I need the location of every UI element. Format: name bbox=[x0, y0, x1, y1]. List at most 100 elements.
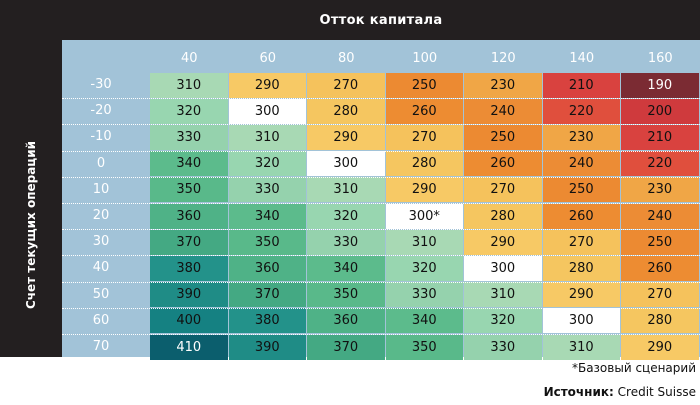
heatmap-cell: 350 bbox=[228, 229, 306, 255]
heatmap-cell: 350 bbox=[307, 282, 385, 308]
chart-title: Отток капитала bbox=[62, 0, 700, 40]
heatmap-cell: 310 bbox=[464, 282, 542, 308]
heatmap-cell: 380 bbox=[150, 256, 228, 281]
heatmap-cell: 220 bbox=[621, 151, 699, 177]
heatmap: 40 60 80 100 120 140 160 -30 310 290 270 250 230 210 1… bbox=[62, 40, 700, 360]
x-tick-label: 160 bbox=[647, 51, 673, 66]
heatmap-cell: 320 bbox=[464, 308, 542, 334]
row-separator bbox=[62, 124, 700, 126]
heatmap-cell: 250 bbox=[464, 125, 542, 150]
y-tick-label: 50 bbox=[92, 286, 110, 302]
y-tick-label: -10 bbox=[90, 129, 112, 145]
heatmap-cell: 280 bbox=[621, 308, 699, 334]
row-separator bbox=[62, 255, 700, 257]
heatmap-cell: 270 bbox=[621, 282, 699, 308]
heatmap-cell: 410 bbox=[150, 334, 228, 360]
heatmap-cell: 340 bbox=[228, 203, 306, 229]
heatmap-cell: 240 bbox=[464, 98, 542, 124]
heatmap-cell: 390 bbox=[228, 334, 306, 360]
source-label: Источник: bbox=[543, 385, 614, 399]
heatmap-cell: 290 bbox=[228, 72, 306, 98]
y-tick-label: 0 bbox=[96, 155, 106, 171]
x-tick-label: 60 bbox=[259, 51, 277, 66]
heatmap-cell: 290 bbox=[385, 177, 463, 203]
heatmap-cell: 300 bbox=[542, 308, 620, 334]
heatmap-cell: 250 bbox=[385, 72, 463, 98]
row-separator bbox=[62, 98, 700, 100]
heatmap-cell: 380 bbox=[228, 308, 306, 334]
y-tick-label: -30 bbox=[90, 77, 112, 92]
heatmap-cell: 310 bbox=[228, 125, 306, 150]
y-tick-label: 20 bbox=[92, 208, 110, 223]
heatmap-cell: 280 bbox=[542, 256, 620, 281]
heatmap-cell: 250 bbox=[542, 177, 620, 203]
x-tick-label: 40 bbox=[180, 51, 198, 66]
heatmap-cell: 310 bbox=[150, 72, 228, 98]
row-separator bbox=[62, 307, 700, 309]
heatmap-cell: 290 bbox=[542, 282, 620, 308]
heatmap-cell: 360 bbox=[228, 256, 306, 281]
y-tick-label: -20 bbox=[90, 103, 112, 119]
y-tick-label: 40 bbox=[92, 260, 110, 276]
heatmap-cell: 300 bbox=[464, 256, 542, 281]
row-separator bbox=[62, 176, 700, 178]
heatmap-cell: 320 bbox=[385, 256, 463, 281]
heatmap-cell: 350 bbox=[150, 177, 228, 203]
x-tick-label: 100 bbox=[412, 51, 438, 66]
y-tick-label: 30 bbox=[92, 234, 110, 250]
heatmap-cell: 200 bbox=[621, 98, 699, 124]
heatmap-cell: 330 bbox=[307, 229, 385, 255]
x-tick-label: 140 bbox=[569, 51, 595, 66]
y-axis-title: Счет текущих операций bbox=[24, 140, 38, 310]
heatmap-cell: 370 bbox=[228, 282, 306, 308]
y-axis-title-band: Счет текущих операций bbox=[0, 0, 62, 357]
heatmap-cell: 300* bbox=[385, 203, 463, 229]
heatmap-cell: 350 bbox=[385, 334, 463, 360]
heatmap-cell: 230 bbox=[621, 177, 699, 203]
heatmap-cell: 230 bbox=[542, 125, 620, 150]
heatmap-cell: 270 bbox=[464, 177, 542, 203]
heatmap-cell: 260 bbox=[542, 203, 620, 229]
source-line: Источник: Credit Suisse bbox=[544, 385, 696, 399]
x-tick-label: 120 bbox=[490, 51, 516, 66]
heatmap-cell: 270 bbox=[385, 125, 463, 150]
heatmap-cell: 260 bbox=[621, 256, 699, 281]
heatmap-cell: 320 bbox=[228, 151, 306, 177]
heatmap-cell: 260 bbox=[464, 151, 542, 177]
heatmap-cell: 280 bbox=[307, 98, 385, 124]
heatmap-cell: 340 bbox=[307, 256, 385, 281]
heatmap-cell: 210 bbox=[542, 72, 620, 98]
heatmap-cell: 300 bbox=[307, 151, 385, 177]
heatmap-cell: 270 bbox=[307, 72, 385, 98]
heatmap-cell: 290 bbox=[621, 334, 699, 360]
heatmap-cell: 400 bbox=[150, 308, 228, 334]
heatmap-cell: 370 bbox=[307, 334, 385, 360]
heatmap-cell: 240 bbox=[621, 203, 699, 229]
y-tick-label: 10 bbox=[92, 181, 110, 197]
heatmap-cell: 320 bbox=[150, 98, 228, 124]
heatmap-cell: 330 bbox=[228, 177, 306, 203]
heatmap-cell: 260 bbox=[385, 98, 463, 124]
heatmap-cell: 360 bbox=[150, 203, 228, 229]
heatmap-cell: 220 bbox=[542, 98, 620, 124]
heatmap-cell: 230 bbox=[464, 72, 542, 98]
heatmap-cell: 280 bbox=[464, 203, 542, 229]
heatmap-cell: 330 bbox=[464, 334, 542, 360]
base-scenario-note: *Базовый сценарий bbox=[571, 361, 696, 375]
heatmap-cell: 210 bbox=[621, 125, 699, 150]
heatmap-cell: 370 bbox=[150, 229, 228, 255]
heatmap-cell: 330 bbox=[150, 125, 228, 150]
heatmap-cell: 330 bbox=[385, 282, 463, 308]
row-separator bbox=[62, 229, 700, 231]
heatmap-cell: 300 bbox=[228, 98, 306, 124]
heatmap-cell: 340 bbox=[150, 151, 228, 177]
heatmap-cell: 290 bbox=[307, 125, 385, 150]
heatmap-cell: 360 bbox=[307, 308, 385, 334]
heatmap-cell: 190 bbox=[621, 72, 699, 98]
y-tick-label: 60 bbox=[92, 312, 110, 328]
row-separator bbox=[62, 203, 700, 204]
source-value: Credit Suisse bbox=[617, 385, 696, 399]
heatmap-cell: 250 bbox=[621, 229, 699, 255]
y-tick-label: 70 bbox=[92, 339, 110, 354]
row-separator bbox=[62, 150, 700, 152]
